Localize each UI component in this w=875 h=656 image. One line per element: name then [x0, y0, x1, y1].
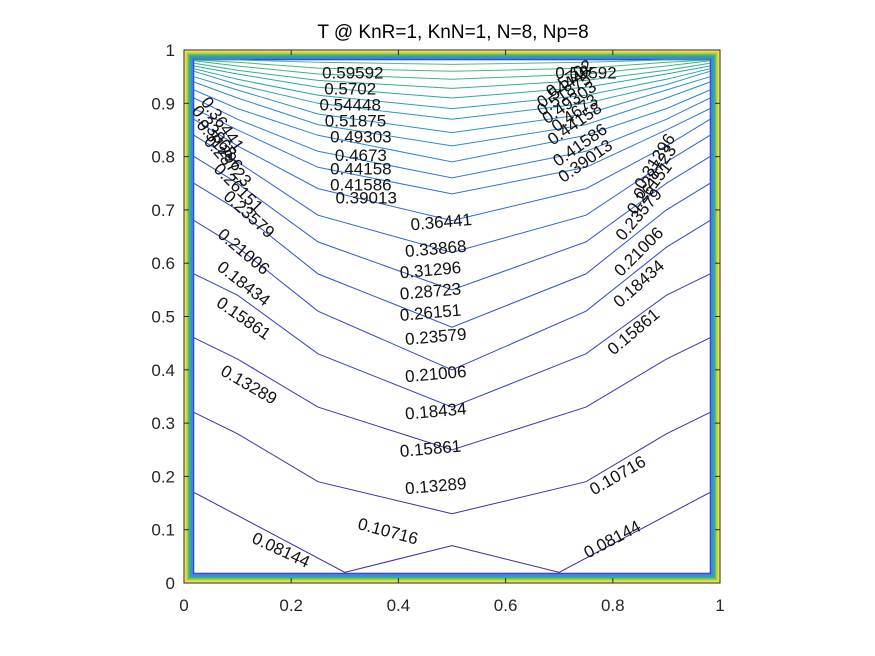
contour-label: 0.5702: [324, 79, 376, 98]
plot-area: 0.595920.57020.544480.518750.493030.4673…: [184, 50, 720, 583]
y-tick-label: 0: [166, 574, 175, 593]
y-tick-label: 0.4: [151, 361, 175, 380]
y-tick-label: 1: [166, 41, 175, 60]
x-axis-ticks: 0 0.2 0.4 0.6 0.8 1: [179, 50, 725, 615]
contour-label: 0.49303: [330, 127, 391, 146]
contour-line: [193, 89, 711, 163]
contour-line: [193, 70, 711, 120]
outer-frame-contours: [184, 50, 720, 583]
contour-line: [193, 491, 711, 573]
y-tick-label: 0.1: [151, 521, 175, 540]
y-tick-label: 0.6: [151, 254, 175, 273]
contour-line: [193, 337, 711, 451]
contour-line: [193, 134, 711, 254]
contour-line: [193, 60, 711, 80]
contour-line: [193, 411, 711, 515]
contour-line: [193, 81, 711, 147]
x-tick-label: 0.2: [279, 596, 303, 615]
contour-line: [193, 108, 711, 195]
contour-line: [193, 76, 711, 134]
contour-label: 0.59592: [555, 63, 616, 82]
contour-label: 0.44158: [330, 159, 391, 178]
contour-line: [193, 59, 711, 72]
contour-label: 0.59592: [322, 63, 383, 82]
contour-lines: [193, 59, 711, 573]
contour-label: 0.4673: [335, 146, 387, 165]
contour-line: [193, 220, 711, 371]
y-tick-label: 0.8: [151, 148, 175, 167]
contour-line: [193, 182, 711, 328]
contour-line: [193, 273, 711, 408]
y-tick-label: 0.3: [151, 414, 175, 433]
contour-line: [193, 68, 711, 110]
y-tick-label: 0.2: [151, 467, 175, 486]
frame-contour: [191, 57, 713, 576]
x-tick-label: 1: [715, 596, 724, 615]
plot-background: [184, 50, 720, 583]
y-tick-label: 0.9: [151, 94, 175, 113]
contour-line: [193, 118, 711, 222]
chart-title: T @ KnR=1, KnN=1, N=8, Np=8: [317, 22, 588, 43]
contour-label: 0.51875: [325, 111, 386, 130]
frame-contour: [192, 58, 712, 575]
y-tick-label: 0.7: [151, 201, 175, 220]
contour-label: 0.39013: [335, 189, 396, 208]
contour-label: 0.41586: [330, 175, 391, 194]
x-tick-label: 0.6: [494, 596, 518, 615]
contour-line: [194, 59, 710, 65]
contour-line: [193, 62, 711, 89]
contour-line: [193, 156, 711, 291]
x-tick-label: 0.4: [387, 596, 411, 615]
y-axis-ticks: 0 0.1 0.2 0.3 0.4 0.5 0.6 0.7 0.8 0.9 1: [151, 41, 720, 593]
frame-contour: [189, 55, 715, 578]
contour-label: 0.54448: [319, 95, 380, 114]
contour-line: [193, 65, 711, 99]
x-tick-label: 0.8: [601, 596, 625, 615]
contour-line: [193, 97, 711, 179]
x-tick-label: 0: [179, 596, 188, 615]
y-tick-label: 0.5: [151, 308, 175, 327]
